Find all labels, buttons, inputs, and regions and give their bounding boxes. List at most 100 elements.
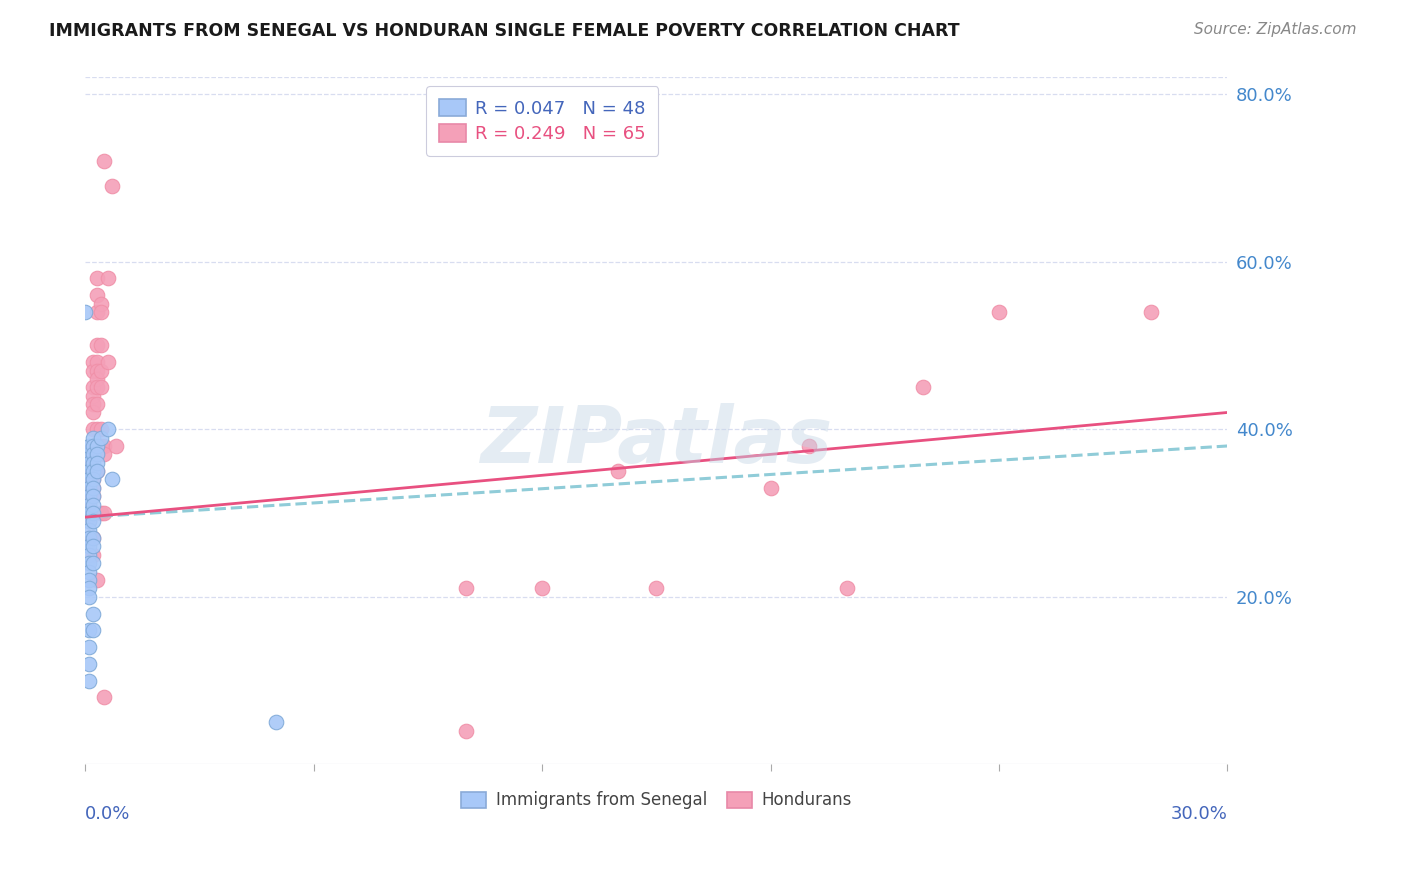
Point bbox=[75, 305, 97, 319]
Point bbox=[97, 355, 120, 369]
Point bbox=[607, 464, 630, 478]
Point bbox=[77, 657, 100, 671]
Point bbox=[82, 405, 104, 419]
Point bbox=[82, 447, 104, 461]
Point bbox=[77, 489, 100, 503]
Point bbox=[77, 582, 100, 596]
Point bbox=[454, 582, 477, 596]
Point bbox=[77, 673, 100, 688]
Point bbox=[82, 489, 104, 503]
Point bbox=[82, 473, 104, 487]
Point bbox=[77, 531, 100, 545]
Point bbox=[86, 464, 108, 478]
Point bbox=[82, 464, 104, 478]
Point bbox=[77, 624, 100, 638]
Point bbox=[89, 380, 111, 394]
Point bbox=[97, 271, 120, 285]
Point bbox=[75, 506, 97, 520]
Point bbox=[82, 556, 104, 570]
Point bbox=[89, 363, 111, 377]
Point bbox=[86, 363, 108, 377]
Point bbox=[1140, 305, 1163, 319]
Text: Source: ZipAtlas.com: Source: ZipAtlas.com bbox=[1194, 22, 1357, 37]
Point bbox=[77, 439, 100, 453]
Point bbox=[77, 473, 100, 487]
Point bbox=[77, 456, 100, 470]
Point bbox=[89, 506, 111, 520]
Point bbox=[82, 531, 104, 545]
Point bbox=[77, 481, 100, 495]
Point bbox=[77, 464, 100, 478]
Point bbox=[77, 481, 100, 495]
Point bbox=[77, 498, 100, 512]
Point bbox=[77, 531, 100, 545]
Point bbox=[82, 397, 104, 411]
Point bbox=[86, 464, 108, 478]
Point bbox=[86, 447, 108, 461]
Text: 0.0%: 0.0% bbox=[86, 805, 131, 823]
Point bbox=[89, 296, 111, 310]
Point bbox=[77, 590, 100, 604]
Point bbox=[77, 565, 100, 579]
Text: ZIPatlas: ZIPatlas bbox=[481, 403, 832, 480]
Point bbox=[264, 715, 287, 730]
Point bbox=[82, 439, 104, 453]
Point bbox=[82, 422, 104, 436]
Point bbox=[101, 473, 124, 487]
Point bbox=[89, 431, 111, 445]
Point bbox=[86, 397, 108, 411]
Point bbox=[86, 456, 108, 470]
Point bbox=[77, 473, 100, 487]
Text: 30.0%: 30.0% bbox=[1171, 805, 1227, 823]
Point bbox=[86, 422, 108, 436]
Text: IMMIGRANTS FROM SENEGAL VS HONDURAN SINGLE FEMALE POVERTY CORRELATION CHART: IMMIGRANTS FROM SENEGAL VS HONDURAN SING… bbox=[49, 22, 960, 40]
Point bbox=[77, 540, 100, 554]
Point bbox=[82, 624, 104, 638]
Point bbox=[86, 338, 108, 352]
Point bbox=[93, 154, 115, 169]
Point bbox=[82, 456, 104, 470]
Point bbox=[454, 723, 477, 738]
Point bbox=[82, 389, 104, 403]
Point bbox=[82, 447, 104, 461]
Point bbox=[75, 481, 97, 495]
Point bbox=[86, 305, 108, 319]
Point bbox=[759, 481, 782, 495]
Point bbox=[987, 305, 1010, 319]
Point bbox=[77, 573, 100, 587]
Point bbox=[86, 380, 108, 394]
Point bbox=[89, 422, 111, 436]
Point bbox=[86, 372, 108, 386]
Point bbox=[93, 506, 115, 520]
Point bbox=[97, 422, 120, 436]
Point bbox=[86, 439, 108, 453]
Point bbox=[93, 447, 115, 461]
Point bbox=[82, 464, 104, 478]
Point bbox=[77, 556, 100, 570]
Point bbox=[82, 363, 104, 377]
Point bbox=[82, 380, 104, 394]
Point bbox=[93, 439, 115, 453]
Point bbox=[82, 489, 104, 503]
Point bbox=[93, 690, 115, 705]
Point bbox=[86, 271, 108, 285]
Point bbox=[77, 456, 100, 470]
Point bbox=[86, 288, 108, 302]
Point bbox=[911, 380, 934, 394]
Point bbox=[77, 506, 100, 520]
Point bbox=[82, 473, 104, 487]
Point bbox=[82, 514, 104, 528]
Point bbox=[77, 523, 100, 537]
Point bbox=[82, 548, 104, 562]
Point bbox=[77, 498, 100, 512]
Point bbox=[77, 640, 100, 654]
Point bbox=[77, 506, 100, 520]
Point bbox=[797, 439, 820, 453]
Legend: Immigrants from Senegal, Hondurans: Immigrants from Senegal, Hondurans bbox=[453, 783, 860, 818]
Point bbox=[82, 498, 104, 512]
Point bbox=[82, 481, 104, 495]
Point bbox=[82, 506, 104, 520]
Point bbox=[82, 439, 104, 453]
Point bbox=[77, 514, 100, 528]
Point bbox=[86, 439, 108, 453]
